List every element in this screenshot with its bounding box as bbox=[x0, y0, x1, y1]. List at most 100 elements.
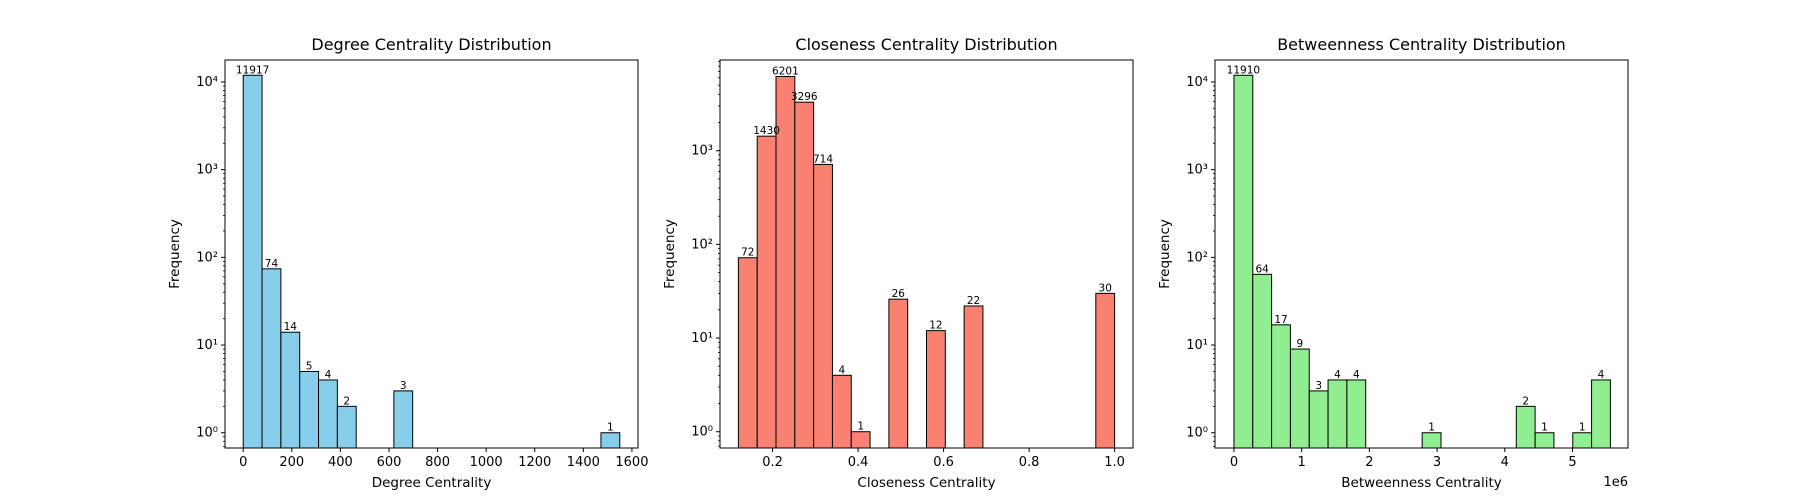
closeness-bar-6 bbox=[850, 431, 871, 449]
degree-bar-label-5: 2 bbox=[343, 395, 350, 407]
closeness-bar-4 bbox=[813, 163, 833, 449]
degree-x-tick-label-4: 800 bbox=[425, 455, 450, 470]
degree-y-tick-label-0: 10⁰ bbox=[196, 426, 218, 441]
degree-x-tick-label-7: 1400 bbox=[567, 455, 600, 470]
closeness-bar-1 bbox=[756, 135, 777, 449]
betweenness-bar-11 bbox=[1591, 379, 1611, 449]
betweenness-bar-2 bbox=[1271, 324, 1291, 449]
betweenness-bar-4 bbox=[1308, 390, 1329, 449]
degree-bar-labels: 11917 74 14 54 2 3 1 bbox=[236, 64, 614, 433]
closeness-bar-label-1: 1430 bbox=[753, 125, 780, 137]
closeness-bar-label-3: 3296 bbox=[791, 91, 818, 103]
closeness-bar-label-5: 4 bbox=[839, 364, 846, 376]
betweenness-y-tick-label-0: 10⁰ bbox=[1186, 426, 1208, 441]
betweenness-bar-label-4: 3 bbox=[1315, 380, 1322, 392]
betweenness-bar-label-8: 2 bbox=[1522, 395, 1529, 407]
betweenness-bar-label-2: 17 bbox=[1274, 314, 1287, 326]
degree-bar-2 bbox=[280, 331, 301, 449]
degree-bar-6 bbox=[393, 390, 414, 449]
closeness-bar-label-0: 72 bbox=[741, 247, 754, 259]
degree-x-tick-label-1: 200 bbox=[279, 455, 304, 470]
degree-bar-label-7: 1 bbox=[607, 422, 614, 434]
closeness-bar-8 bbox=[926, 330, 946, 449]
closeness-bar-0 bbox=[737, 257, 758, 449]
closeness-y-tick-label-1: 10¹ bbox=[691, 331, 713, 346]
closeness-chart: 72 1430 6201 3296 714 4 1 26 12 22 30 0.2 0.4 0.6 0.8 1… bbox=[662, 35, 1134, 491]
degree-bar-3 bbox=[299, 370, 320, 449]
betweenness-y-tick-label-2: 10² bbox=[1186, 250, 1208, 265]
betweenness-x-offset-label: 1e6 bbox=[1603, 475, 1628, 490]
degree-y-tick-label-3: 10³ bbox=[196, 163, 218, 178]
degree-y-ticks: 10⁰ 10¹ 10² 10³ 10⁴ bbox=[196, 75, 225, 441]
closeness-chart-title: Closeness Centrality Distribution bbox=[795, 35, 1057, 54]
degree-bar-label-3: 5 bbox=[306, 360, 313, 372]
degree-bar-5 bbox=[336, 405, 357, 449]
degree-bar-4 bbox=[318, 379, 338, 449]
betweenness-x-ticks: 0 1 2 3 4 5 bbox=[1230, 448, 1577, 470]
closeness-bar-label-8: 12 bbox=[929, 320, 942, 332]
betweenness-bar-label-11: 4 bbox=[1598, 369, 1605, 381]
betweenness-x-tick-label-0: 0 bbox=[1230, 455, 1238, 470]
closeness-bar-10 bbox=[1095, 292, 1116, 449]
betweenness-chart-title: Betweenness Centrality Distribution bbox=[1277, 35, 1566, 54]
betweenness-y-tick-label-1: 10¹ bbox=[1186, 338, 1208, 353]
closeness-bar-label-7: 26 bbox=[892, 288, 906, 300]
betweenness-bar-label-3: 9 bbox=[1296, 338, 1303, 350]
degree-x-tick-label-2: 400 bbox=[328, 455, 353, 470]
closeness-x-tick-label-2: 0.6 bbox=[933, 455, 954, 470]
betweenness-bar-10 bbox=[1572, 432, 1593, 449]
degree-bars bbox=[242, 74, 621, 449]
betweenness-bar-1 bbox=[1252, 273, 1273, 449]
degree-bar-label-0: 11917 bbox=[236, 64, 269, 76]
degree-chart: 11917 74 14 54 2 3 1 0 200 400 600 800 1000 1200 1400 1… bbox=[167, 35, 648, 491]
degree-y-tick-label-1: 10¹ bbox=[196, 338, 218, 353]
closeness-bar-5 bbox=[831, 374, 852, 449]
betweenness-bar-label-6: 4 bbox=[1353, 369, 1360, 381]
degree-x-tick-label-3: 600 bbox=[377, 455, 402, 470]
betweenness-x-tick-label-3: 3 bbox=[1433, 455, 1441, 470]
betweenness-x-tick-label-2: 2 bbox=[1365, 455, 1373, 470]
degree-x-tick-label-6: 1200 bbox=[518, 455, 551, 470]
closeness-x-axis-label: Closeness Centrality bbox=[857, 475, 995, 491]
betweenness-bar-9 bbox=[1534, 432, 1555, 449]
betweenness-x-tick-label-5: 5 bbox=[1568, 455, 1576, 470]
betweenness-bar-6 bbox=[1346, 379, 1367, 449]
betweenness-x-tick-label-4: 4 bbox=[1501, 455, 1509, 470]
closeness-x-tick-label-3: 0.8 bbox=[1019, 455, 1040, 470]
degree-bar-label-2: 14 bbox=[284, 321, 298, 333]
degree-bar-label-4: 4 bbox=[325, 369, 332, 381]
betweenness-y-tick-label-4: 10⁴ bbox=[1186, 75, 1208, 90]
betweenness-bar-7 bbox=[1421, 432, 1442, 449]
betweenness-bar-label-10: 1 bbox=[1579, 422, 1586, 434]
degree-bar-label-6: 3 bbox=[400, 380, 407, 392]
closeness-bar-label-9: 22 bbox=[967, 295, 980, 307]
degree-axes-frame bbox=[224, 59, 639, 449]
closeness-bar-label-6: 1 bbox=[857, 421, 864, 433]
betweenness-bar-label-7: 1 bbox=[1428, 422, 1435, 434]
degree-chart-title: Degree Centrality Distribution bbox=[311, 35, 551, 54]
betweenness-x-axis-label: Betweenness Centrality bbox=[1341, 475, 1501, 491]
betweenness-bars bbox=[1233, 74, 1611, 449]
degree-x-ticks: 0 200 400 600 800 1000 1200 1400 1600 bbox=[239, 448, 648, 470]
closeness-y-minor-ticks bbox=[718, 60, 720, 447]
closeness-y-ticks: 10⁰ 10¹ 10² 10³ bbox=[691, 144, 720, 440]
degree-x-tick-label-0: 0 bbox=[239, 455, 247, 470]
betweenness-bar-label-1: 64 bbox=[1256, 263, 1270, 275]
closeness-y-tick-label-3: 10³ bbox=[691, 144, 713, 159]
betweenness-bar-label-5: 4 bbox=[1334, 369, 1341, 381]
closeness-x-tick-label-1: 0.4 bbox=[848, 455, 869, 470]
betweenness-y-minor-ticks bbox=[1213, 85, 1215, 447]
degree-bar-label-1: 74 bbox=[265, 258, 279, 270]
degree-x-tick-label-5: 1000 bbox=[470, 455, 503, 470]
degree-x-axis-label: Degree Centrality bbox=[372, 475, 492, 491]
closeness-x-ticks: 0.2 0.4 0.6 0.8 1.0 bbox=[762, 448, 1125, 470]
closeness-bar-label-10: 30 bbox=[1099, 282, 1112, 294]
degree-bar-0 bbox=[242, 74, 263, 449]
degree-bar-1 bbox=[261, 268, 282, 449]
betweenness-bar-8 bbox=[1515, 405, 1536, 449]
betweenness-bar-3 bbox=[1289, 348, 1310, 449]
betweenness-axes-frame bbox=[1214, 59, 1629, 449]
